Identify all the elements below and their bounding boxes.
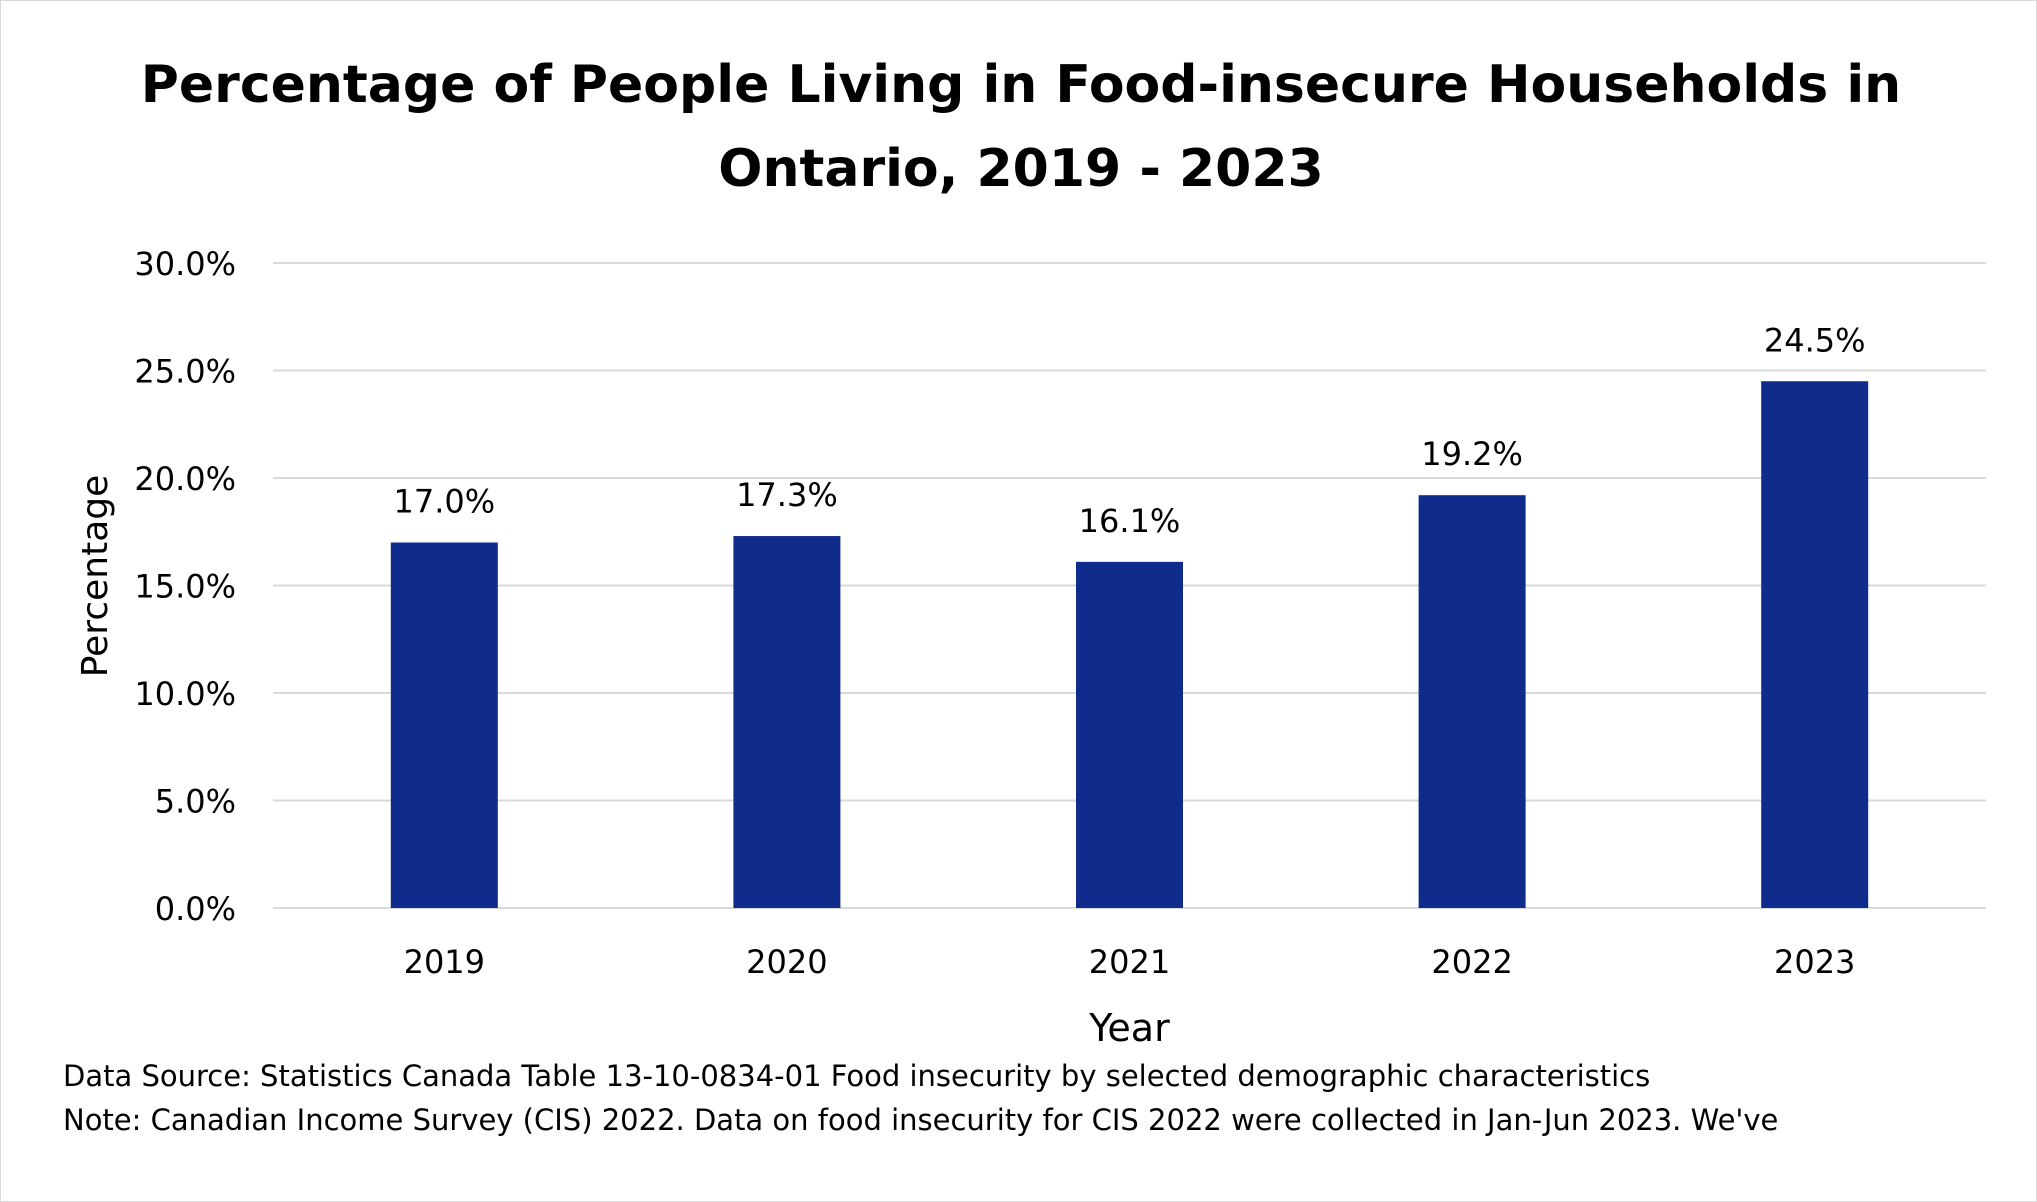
data-label-2019: 17.0% xyxy=(393,483,495,521)
x-axis-title: Year xyxy=(1088,1006,1170,1050)
x-tick-label: 2019 xyxy=(404,943,485,981)
x-tick-label: 2020 xyxy=(746,943,827,981)
bar-2020 xyxy=(733,536,841,908)
data-source-note: Data Source: Statistics Canada Table 13-… xyxy=(63,1059,1651,1093)
bar-chart: 0.0%5.0%10.0%15.0%20.0%25.0%30.0% 17.0% 1… xyxy=(75,245,1986,1050)
y-tick-label: 20.0% xyxy=(134,460,236,498)
y-axis-title: Percentage xyxy=(75,475,116,678)
bar-2019 xyxy=(390,542,498,908)
data-labels: 17.0% 17.3% 16.1% 19.2% 24.5% xyxy=(393,321,1865,540)
y-tick-label: 5.0% xyxy=(155,783,236,821)
y-tick-label: 10.0% xyxy=(134,675,236,713)
bar-2021 xyxy=(1076,561,1183,908)
y-axis-tick-labels: 0.0% 5.0% 10.0% 15.0% 20.0% 25.0% 30.0% xyxy=(134,245,236,928)
y-tick-label: 15.0% xyxy=(134,568,236,606)
bar-2022 xyxy=(1418,495,1526,908)
chart-title-line-1: Percentage of People Living in Food-inse… xyxy=(140,55,1902,115)
chart-title: Percentage of People Living in Food-inse… xyxy=(131,43,1911,211)
bar-2023 xyxy=(1761,381,1869,908)
x-axis-tick-labels: 2019 2020 2021 2022 2023 xyxy=(404,943,1856,981)
x-tick-label: 2021 xyxy=(1089,943,1170,981)
y-tick-label: 25.0% xyxy=(134,353,236,391)
data-label-2021: 16.1% xyxy=(1079,502,1181,540)
data-label-2022: 19.2% xyxy=(1421,435,1523,473)
data-label-2020: 17.3% xyxy=(736,476,838,514)
y-tick-label: 30.0% xyxy=(134,245,236,283)
data-label-2023: 24.5% xyxy=(1764,321,1866,359)
chart-title-line-2: Ontario, 2019 - 2023 xyxy=(718,139,1324,199)
bars xyxy=(390,381,1869,908)
y-tick-label: 0.0% xyxy=(155,890,236,928)
x-tick-label: 2022 xyxy=(1431,943,1512,981)
survey-note: Note: Canadian Income Survey (CIS) 2022.… xyxy=(63,1103,1779,1137)
x-tick-label: 2023 xyxy=(1774,943,1855,981)
